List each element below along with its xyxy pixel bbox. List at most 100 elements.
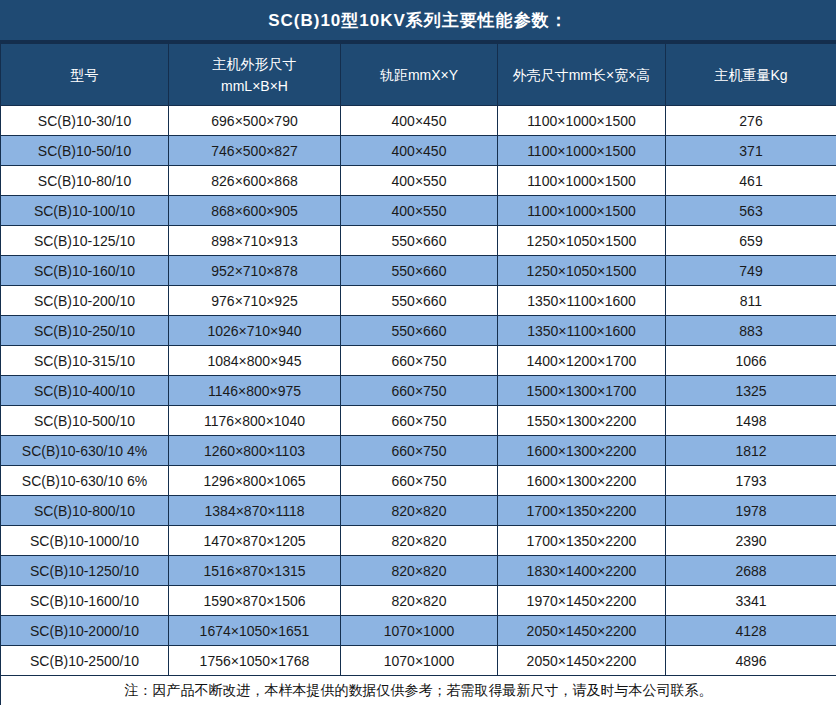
cell-main-dimensions: 1026×710×940 (169, 316, 341, 346)
page-title: SC(B)10型10KV系列主要性能参数： (268, 9, 568, 32)
table-row: SC(B)10-30/10 696×500×790 400×450 1100×1… (1, 106, 836, 136)
cell-shell-dimensions: 1700×1350×2200 (498, 526, 666, 556)
cell-model: SC(B)10-1600/10 (1, 586, 169, 616)
cell-weight: 2390 (666, 526, 836, 556)
header-model: 型号 (1, 44, 169, 106)
table-row: SC(B)10-80/10 826×600×868 400×550 1100×1… (1, 166, 836, 196)
cell-model: SC(B)10-125/10 (1, 226, 169, 256)
header-shell-dimensions-label: 外壳尺寸mm长×宽×高 (500, 64, 663, 86)
cell-main-dimensions: 898×710×913 (169, 226, 341, 256)
page: SC(B)10型10KV系列主要性能参数： 型号 主机外形尺寸 mmL×B×H … (0, 0, 836, 705)
table-row: SC(B)10-315/10 1084×800×945 660×750 1400… (1, 346, 836, 376)
cell-main-dimensions: 746×500×827 (169, 136, 341, 166)
cell-main-dimensions: 826×600×868 (169, 166, 341, 196)
cell-weight: 659 (666, 226, 836, 256)
cell-shell-dimensions: 1550×1300×2200 (498, 406, 666, 436)
cell-weight: 811 (666, 286, 836, 316)
cell-weight: 883 (666, 316, 836, 346)
header-model-label: 型号 (3, 64, 166, 86)
cell-shell-dimensions: 1350×1100×1600 (498, 316, 666, 346)
cell-weight: 1498 (666, 406, 836, 436)
cell-main-dimensions: 1674×1050×1651 (169, 616, 341, 646)
cell-shell-dimensions: 1350×1100×1600 (498, 286, 666, 316)
table-row: SC(B)10-1000/10 1470×870×1205 820×820 17… (1, 526, 836, 556)
table-row: SC(B)10-2000/10 1674×1050×1651 1070×1000… (1, 616, 836, 646)
cell-rail-gauge: 660×750 (341, 346, 498, 376)
cell-shell-dimensions: 1250×1050×1500 (498, 226, 666, 256)
cell-shell-dimensions: 1700×1350×2200 (498, 496, 666, 526)
cell-model: SC(B)10-1250/10 (1, 556, 169, 586)
cell-weight: 1066 (666, 346, 836, 376)
spec-table: 型号 主机外形尺寸 mmL×B×H 轨距mmX×Y 外壳尺寸mm长×宽×高 主机… (0, 43, 836, 705)
cell-rail-gauge: 1070×1000 (341, 616, 498, 646)
header-rail-gauge: 轨距mmX×Y (341, 44, 498, 106)
cell-main-dimensions: 868×600×905 (169, 196, 341, 226)
table-row: SC(B)10-125/10 898×710×913 550×660 1250×… (1, 226, 836, 256)
cell-rail-gauge: 660×750 (341, 466, 498, 496)
cell-rail-gauge: 660×750 (341, 436, 498, 466)
cell-main-dimensions: 952×710×878 (169, 256, 341, 286)
cell-model: SC(B)10-80/10 (1, 166, 169, 196)
table-row: SC(B)10-630/10 6% 1296×800×1065 660×750 … (1, 466, 836, 496)
cell-main-dimensions: 1296×800×1065 (169, 466, 341, 496)
cell-rail-gauge: 820×820 (341, 586, 498, 616)
cell-weight: 1325 (666, 376, 836, 406)
cell-main-dimensions: 1470×870×1205 (169, 526, 341, 556)
header-weight: 主机重量Kg (666, 44, 836, 106)
cell-main-dimensions: 1756×1050×1768 (169, 646, 341, 676)
cell-rail-gauge: 400×550 (341, 196, 498, 226)
cell-rail-gauge: 550×660 (341, 226, 498, 256)
cell-shell-dimensions: 1250×1050×1500 (498, 256, 666, 286)
table-row: SC(B)10-630/10 4% 1260×800×1103 660×750 … (1, 436, 836, 466)
header-main-dimensions-line2: mmL×B×H (171, 75, 338, 97)
table-row: SC(B)10-800/10 1384×870×1118 820×820 170… (1, 496, 836, 526)
table-row: SC(B)10-500/10 1176×800×1040 660×750 155… (1, 406, 836, 436)
cell-weight: 3341 (666, 586, 836, 616)
header-row: 型号 主机外形尺寸 mmL×B×H 轨距mmX×Y 外壳尺寸mm长×宽×高 主机… (1, 44, 836, 106)
cell-weight: 1812 (666, 436, 836, 466)
cell-shell-dimensions: 1500×1300×1700 (498, 376, 666, 406)
cell-model: SC(B)10-500/10 (1, 406, 169, 436)
cell-weight: 563 (666, 196, 836, 226)
cell-main-dimensions: 1260×800×1103 (169, 436, 341, 466)
cell-model: SC(B)10-200/10 (1, 286, 169, 316)
cell-shell-dimensions: 2050×1450×2200 (498, 646, 666, 676)
cell-shell-dimensions: 1400×1200×1700 (498, 346, 666, 376)
cell-weight: 276 (666, 106, 836, 136)
cell-weight: 749 (666, 256, 836, 286)
cell-main-dimensions: 1176×800×1040 (169, 406, 341, 436)
cell-weight: 1978 (666, 496, 836, 526)
cell-rail-gauge: 400×550 (341, 166, 498, 196)
cell-weight: 4896 (666, 646, 836, 676)
cell-model: SC(B)10-800/10 (1, 496, 169, 526)
header-weight-label: 主机重量Kg (668, 64, 834, 86)
cell-model: SC(B)10-30/10 (1, 106, 169, 136)
cell-main-dimensions: 1084×800×945 (169, 346, 341, 376)
table-row: SC(B)10-200/10 976×710×925 550×660 1350×… (1, 286, 836, 316)
cell-weight: 1793 (666, 466, 836, 496)
cell-model: SC(B)10-100/10 (1, 196, 169, 226)
cell-shell-dimensions: 2050×1450×2200 (498, 616, 666, 646)
cell-shell-dimensions: 1100×1000×1500 (498, 106, 666, 136)
cell-rail-gauge: 550×660 (341, 316, 498, 346)
cell-weight: 4128 (666, 616, 836, 646)
cell-model: SC(B)10-630/10 6% (1, 466, 169, 496)
cell-shell-dimensions: 1600×1300×2200 (498, 436, 666, 466)
cell-shell-dimensions: 1100×1000×1500 (498, 196, 666, 226)
note-row: 注：因产品不断改进，本样本提供的数据仅供参考；若需取得最新尺寸，请及时与本公司联… (1, 676, 836, 705)
cell-shell-dimensions: 1970×1450×2200 (498, 586, 666, 616)
title-bar: SC(B)10型10KV系列主要性能参数： (0, 0, 836, 43)
cell-model: SC(B)10-630/10 4% (1, 436, 169, 466)
cell-rail-gauge: 550×660 (341, 286, 498, 316)
cell-rail-gauge: 400×450 (341, 136, 498, 166)
cell-rail-gauge: 660×750 (341, 376, 498, 406)
cell-weight: 371 (666, 136, 836, 166)
header-main-dimensions-line1: 主机外形尺寸 (171, 53, 338, 75)
cell-weight: 2688 (666, 556, 836, 586)
cell-main-dimensions: 1384×870×1118 (169, 496, 341, 526)
cell-rail-gauge: 660×750 (341, 406, 498, 436)
cell-model: SC(B)10-315/10 (1, 346, 169, 376)
cell-weight: 461 (666, 166, 836, 196)
cell-model: SC(B)10-1000/10 (1, 526, 169, 556)
table-row: SC(B)10-1600/10 1590×870×1506 820×820 19… (1, 586, 836, 616)
